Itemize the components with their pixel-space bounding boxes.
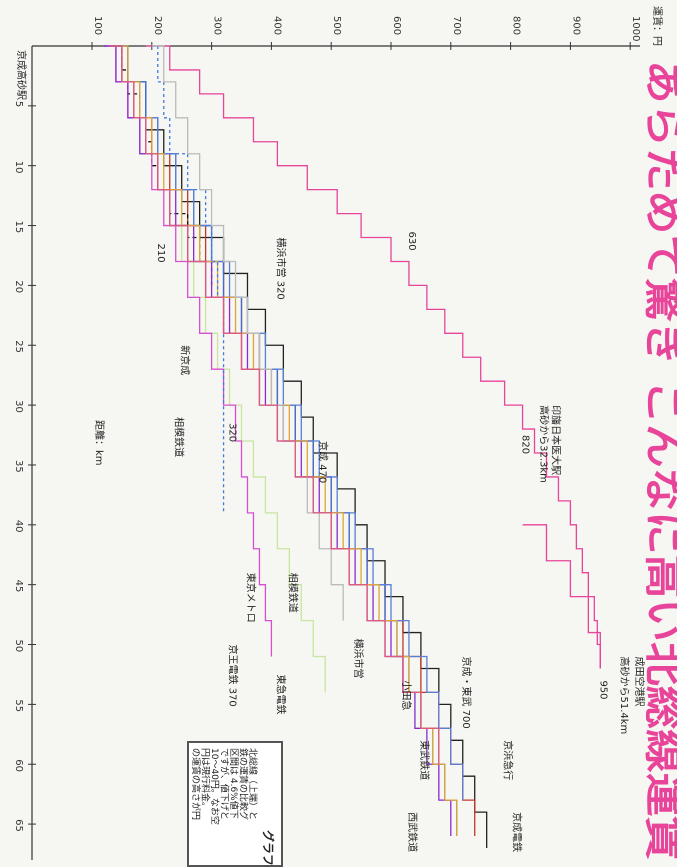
chart-title: あらためて驚き こんなに高い北総線運賃 xyxy=(640,60,677,860)
y-tick-label: 400 xyxy=(271,16,282,35)
y-tick-group: 10020030040050060070080090010001100 xyxy=(91,16,641,50)
annotation-label: 東京メトロ xyxy=(244,573,257,623)
series-line xyxy=(522,524,601,669)
annotation-label: 高砂から51.4km xyxy=(618,657,631,735)
note-line: の運賃の高さが円 xyxy=(190,748,202,820)
series-layer xyxy=(103,45,601,849)
note-line: 北総線（上端）と xyxy=(247,748,259,820)
y-tick-label: 500 xyxy=(331,16,342,35)
note-line: 鉄の運賃の比較グ xyxy=(238,748,250,820)
annotation-label: 820 xyxy=(520,435,531,454)
x-tick-label: 55 xyxy=(13,699,24,712)
x-tick-label: 5 xyxy=(13,101,24,107)
note-line: ですが、値下げと xyxy=(219,748,231,820)
y-tick-label: 900 xyxy=(570,16,581,35)
x-tick-label: 30 xyxy=(13,400,24,413)
y-tick-label: 300 xyxy=(212,16,223,35)
note-line: 円は現行料金。 xyxy=(200,748,212,811)
y-tick-label: 700 xyxy=(451,16,462,35)
series-line xyxy=(109,45,440,765)
x-tick-label: 15 xyxy=(13,221,24,234)
annotation-label: 京成電鉄 xyxy=(511,812,524,852)
x-tick-label: 45 xyxy=(13,580,24,593)
annotation-label: 相模鉄道 xyxy=(286,573,299,613)
annotation-label: 相模鉄道 xyxy=(173,417,186,457)
x-tick-label: 50 xyxy=(13,640,24,653)
series-line xyxy=(145,45,601,669)
annotation-label: 新京成 xyxy=(179,345,192,375)
annotation-label: 京王電鉄 370 xyxy=(227,645,240,707)
y-tick-label: 800 xyxy=(511,16,522,35)
annotation-label: 320 xyxy=(227,423,238,442)
note-line: 10～40円。なお空 xyxy=(209,748,221,825)
annotation-label: 高砂から32.3km xyxy=(538,405,551,483)
y-tick-label: 1000 xyxy=(630,16,641,41)
x-tick-label: 40 xyxy=(13,520,24,533)
x-tick-label: 20 xyxy=(13,280,24,293)
annotation-label: 小田急 xyxy=(400,680,413,710)
y-tick-label: 600 xyxy=(391,16,402,35)
annotation-label: 京浜急行 xyxy=(502,740,515,780)
x-tick-group: 5 10 15 20 25 30 35 40 45 50 55 60 65 xyxy=(13,101,36,832)
annotation-label: 横浜市営 xyxy=(352,639,365,679)
annotation-label: 西武鉄道 xyxy=(406,812,419,852)
y-axis-label: 運賃：円 xyxy=(651,6,664,46)
y-tick-label: 100 xyxy=(92,16,103,35)
note-line: 区間は 4.6%値下 xyxy=(228,748,240,819)
series-line xyxy=(103,45,213,286)
annotation-label: 京成・東武 700 xyxy=(460,657,473,729)
series-line xyxy=(115,45,464,801)
x-axis-label: 距離：km xyxy=(93,420,106,466)
x-origin-label: 京成高砂駅 xyxy=(15,50,28,100)
annotation-label: 東急電鉄 xyxy=(274,674,287,714)
annotation-label: 横浜市営 320 xyxy=(274,238,287,300)
annotation-label: 京成 470 xyxy=(316,441,329,483)
x-tick-label: 65 xyxy=(13,819,24,832)
annotation-label: 成田空港駅 xyxy=(633,657,646,707)
annotation-label: 東武鉄道 xyxy=(418,740,431,780)
series-line xyxy=(151,45,225,513)
annotation-label: 630 xyxy=(406,232,417,251)
x-tick-label: 35 xyxy=(13,460,24,473)
x-tick-label: 10 xyxy=(13,161,24,174)
annotation-label: 210 xyxy=(155,244,166,263)
annotation-label: 印旛日本医大駅 xyxy=(549,405,562,475)
x-tick-label: 60 xyxy=(13,759,24,772)
annotation-label: 950 xyxy=(597,680,608,699)
y-tick-label: 200 xyxy=(152,16,163,35)
x-tick-label: 25 xyxy=(13,340,24,353)
note-heading: グラフの xyxy=(261,830,276,867)
